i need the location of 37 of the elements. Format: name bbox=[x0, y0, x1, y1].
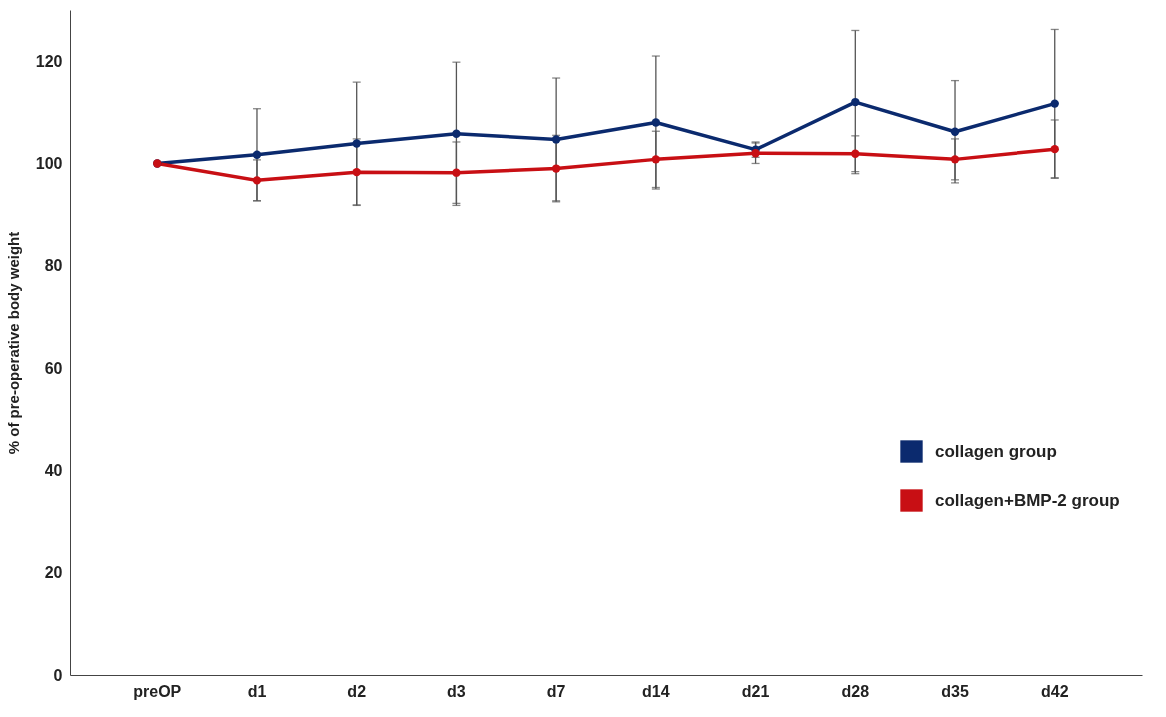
point bbox=[352, 167, 361, 177]
point bbox=[751, 149, 760, 158]
point bbox=[452, 168, 461, 177]
point bbox=[1050, 99, 1059, 108]
y-tick-label: 100 bbox=[35, 154, 63, 172]
x-tick-label: d1 bbox=[247, 682, 267, 700]
y-tick-label: 20 bbox=[44, 564, 63, 582]
x-tick-label: d3 bbox=[447, 682, 466, 700]
y-tick-label: 120 bbox=[35, 52, 63, 70]
point bbox=[252, 150, 262, 159]
x-tick-label: d42 bbox=[1040, 682, 1069, 700]
y-tick-label: 0 bbox=[53, 666, 63, 684]
legend-label: collagen group bbox=[935, 441, 1057, 461]
x-tick-label: d2 bbox=[347, 682, 367, 700]
x-tick-label: preOP bbox=[133, 682, 182, 700]
y-axis-title: % of pre-operative body weight bbox=[4, 231, 22, 455]
point bbox=[252, 176, 262, 185]
y-tick-label: 40 bbox=[44, 461, 63, 479]
y-tick-label: 60 bbox=[44, 359, 63, 377]
point bbox=[551, 135, 561, 144]
point bbox=[851, 149, 860, 158]
point bbox=[851, 97, 860, 107]
x-tick-label: d35 bbox=[941, 682, 969, 700]
point bbox=[1050, 144, 1059, 154]
x-tick-label: d21 bbox=[741, 682, 770, 700]
point bbox=[551, 164, 561, 173]
legend-label: collagen+BMP-2 group bbox=[935, 490, 1120, 510]
point bbox=[452, 129, 461, 138]
x-tick-label: d14 bbox=[642, 682, 670, 700]
point bbox=[950, 127, 960, 136]
x-tick-label: d7 bbox=[546, 682, 566, 700]
point bbox=[651, 155, 661, 164]
point bbox=[352, 139, 361, 148]
point bbox=[651, 118, 661, 127]
y-tick-label: 80 bbox=[44, 257, 63, 275]
x-tick-label: d28 bbox=[841, 682, 870, 700]
point bbox=[950, 155, 960, 164]
